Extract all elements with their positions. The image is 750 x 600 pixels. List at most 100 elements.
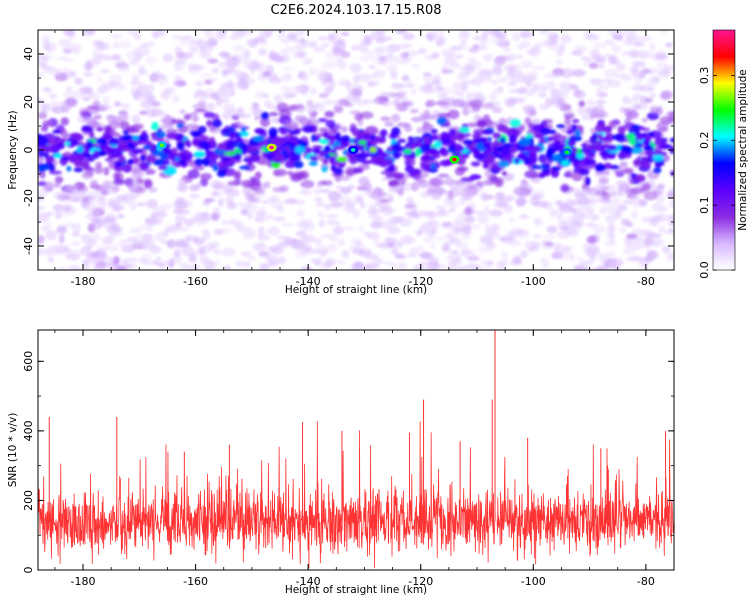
x-tick-label: -120 — [408, 275, 433, 288]
heatmap-cell — [208, 38, 216, 49]
heatmap-cell — [224, 265, 231, 270]
heatmap-cell — [350, 44, 362, 51]
heatmap-cell — [369, 146, 377, 153]
heatmap-cell — [456, 242, 469, 249]
heatmap-cell — [176, 80, 187, 86]
heatmap-cell — [110, 137, 119, 145]
heatmap-cell — [554, 92, 568, 102]
heatmap-cell — [620, 218, 631, 226]
heatmap-cell — [632, 41, 646, 47]
heatmap-cell — [152, 150, 165, 157]
heatmap-cell — [652, 76, 661, 83]
heatmap-cell — [398, 42, 410, 50]
heatmap-cell — [632, 255, 644, 262]
heatmap-cell — [434, 140, 442, 149]
heatmap-cell — [305, 118, 320, 127]
heatmap-cell — [487, 260, 495, 266]
heatmap-cell — [380, 129, 388, 137]
heatmap-cell — [65, 85, 73, 92]
heatmap-cell — [656, 105, 663, 115]
heatmap-cell — [212, 208, 221, 212]
heatmap-cell — [221, 184, 234, 193]
heatmap-cell — [363, 263, 371, 270]
heatmap-cell — [565, 169, 573, 179]
colorbar-tick-label: 0.2 — [698, 132, 711, 150]
heatmap-cell — [292, 240, 304, 250]
heatmap-cell — [373, 46, 388, 54]
heatmap-cell — [76, 146, 84, 153]
heatmap-cell — [379, 198, 390, 204]
heatmap-cell — [367, 207, 378, 216]
heatmap-cell — [407, 136, 414, 143]
heatmap-cell — [659, 70, 670, 75]
heatmap-cell — [145, 56, 158, 65]
heatmap-cell — [257, 242, 265, 247]
heatmap-cell — [96, 137, 107, 145]
heatmap-cell — [318, 150, 325, 157]
heatmap-cell — [452, 135, 461, 141]
heatmap-cell — [482, 129, 494, 135]
heatmap-cell — [92, 213, 99, 224]
heatmap-cell — [425, 102, 432, 108]
heatmap-cell — [98, 42, 111, 51]
heatmap-cell — [311, 134, 317, 143]
heatmap-cell — [138, 64, 146, 74]
heatmap-cell — [38, 234, 45, 245]
heatmap-cell — [622, 50, 632, 56]
heatmap-cell — [359, 202, 366, 209]
heatmap-cell — [120, 147, 133, 152]
colorbar-tick-label: 0.3 — [698, 67, 711, 85]
heatmap-cell — [81, 196, 90, 204]
heatmap-cell — [85, 106, 100, 114]
heatmap-cell — [179, 243, 192, 249]
heatmap-cell — [210, 92, 220, 100]
heatmap-cell — [495, 55, 510, 62]
heatmap-cell — [352, 167, 364, 174]
heatmap-cell — [65, 141, 70, 146]
heatmap-cell — [166, 132, 178, 140]
heatmap-cell — [130, 79, 140, 86]
heatmap-cell — [554, 104, 565, 109]
heatmap-cell — [260, 40, 269, 46]
heatmap-cell — [58, 39, 72, 47]
heatmap-cell — [38, 164, 51, 171]
heatmap-cell — [620, 73, 632, 82]
heatmap-cell — [118, 239, 129, 248]
heatmap-cell — [431, 80, 442, 86]
heatmap-cell — [576, 256, 583, 261]
heatmap-cell — [556, 59, 563, 65]
heatmap-cell — [574, 129, 582, 137]
heatmap-cell — [431, 134, 439, 141]
x-tick-label: -100 — [521, 575, 546, 588]
heatmap-cell — [603, 68, 618, 78]
heatmap-cell — [457, 181, 469, 190]
heatmap-cell — [528, 151, 538, 157]
heatmap-cell — [107, 244, 119, 253]
heatmap-cell — [84, 61, 93, 71]
heatmap-cell — [130, 172, 143, 182]
heatmap-cell — [104, 216, 116, 223]
heatmap-cell — [351, 262, 365, 270]
heatmap-cell — [496, 77, 509, 83]
heatmap-cell — [472, 147, 481, 156]
heatmap-cell — [131, 148, 144, 154]
heatmap-cell — [195, 182, 203, 189]
heatmap-cell — [242, 261, 251, 268]
heatmap-cell — [308, 160, 318, 167]
heatmap-y-ticks: -40 -20 0 20 40 — [22, 29, 674, 271]
heatmap-cell — [660, 30, 668, 34]
heatmap-cell — [53, 181, 62, 188]
y-tick-label: 0 — [22, 147, 35, 154]
heatmap-cell — [423, 53, 432, 62]
heatmap-cell — [459, 250, 469, 258]
heatmap-cell — [198, 246, 206, 256]
heatmap-cell — [595, 265, 609, 270]
heatmap-cell — [328, 233, 338, 242]
heatmap-cell — [438, 173, 449, 178]
heatmap-cell — [228, 131, 237, 140]
heatmap-cell — [139, 43, 148, 49]
heatmap-cell — [299, 189, 312, 196]
heatmap-cell — [476, 69, 485, 79]
heatmap-cell — [60, 128, 68, 138]
heatmap-cell — [82, 72, 95, 77]
